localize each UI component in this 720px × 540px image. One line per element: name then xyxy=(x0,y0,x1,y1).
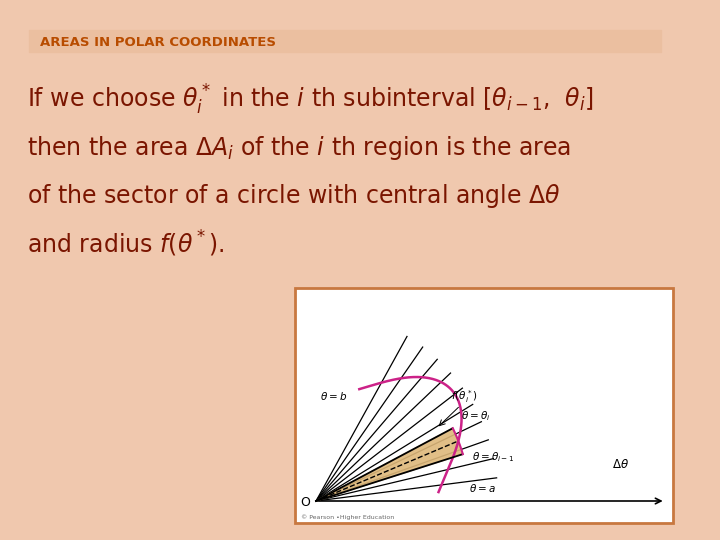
Text: If we choose $\theta_i^*$ in the $i$ th subinterval [$\theta_{i-1}$,  $\theta_i$: If we choose $\theta_i^*$ in the $i$ th … xyxy=(27,83,593,117)
Text: and radius $f(\theta^*)$.: and radius $f(\theta^*)$. xyxy=(27,229,225,259)
Bar xyxy=(295,288,673,523)
Text: O: O xyxy=(300,496,310,509)
Text: of the sector of a circle with central angle $\Delta\theta$: of the sector of a circle with central a… xyxy=(27,182,560,210)
Text: $\Delta\theta$: $\Delta\theta$ xyxy=(612,458,629,471)
Text: $f(\theta_i^*)$: $f(\theta_i^*)$ xyxy=(451,389,477,406)
Text: $\theta = \theta_i$: $\theta = \theta_i$ xyxy=(462,409,491,422)
Text: © Pearson •Higher Education: © Pearson •Higher Education xyxy=(301,514,394,520)
Bar xyxy=(29,30,661,52)
Text: $\theta = \theta_{i-1}$: $\theta = \theta_{i-1}$ xyxy=(472,450,514,464)
Text: $\theta = b$: $\theta = b$ xyxy=(320,390,347,402)
Text: then the area $\Delta A_i$ of the $i$ th region is the area: then the area $\Delta A_i$ of the $i$ th… xyxy=(27,134,571,162)
Text: AREAS IN POLAR COORDINATES: AREAS IN POLAR COORDINATES xyxy=(40,37,276,50)
Polygon shape xyxy=(316,428,462,501)
Text: $\theta = a$: $\theta = a$ xyxy=(469,482,495,495)
